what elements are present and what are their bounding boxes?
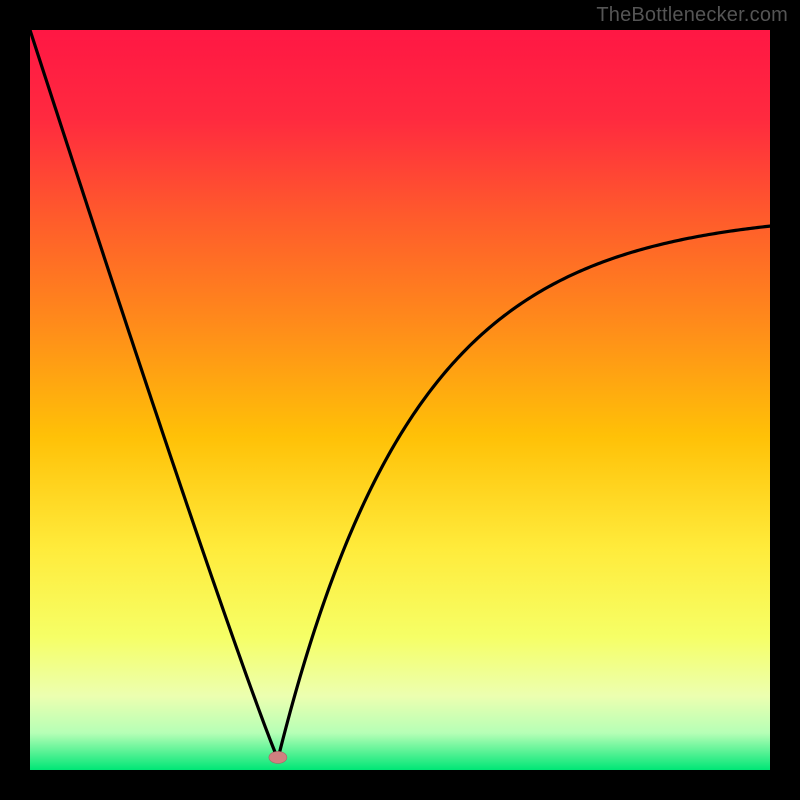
- watermark-text: TheBottlenecker.com: [596, 4, 788, 27]
- chart-plot-area: [30, 30, 770, 770]
- gradient-background: [30, 30, 770, 770]
- optimal-point-marker: [269, 751, 287, 763]
- bottleneck-chart-svg: [30, 30, 770, 770]
